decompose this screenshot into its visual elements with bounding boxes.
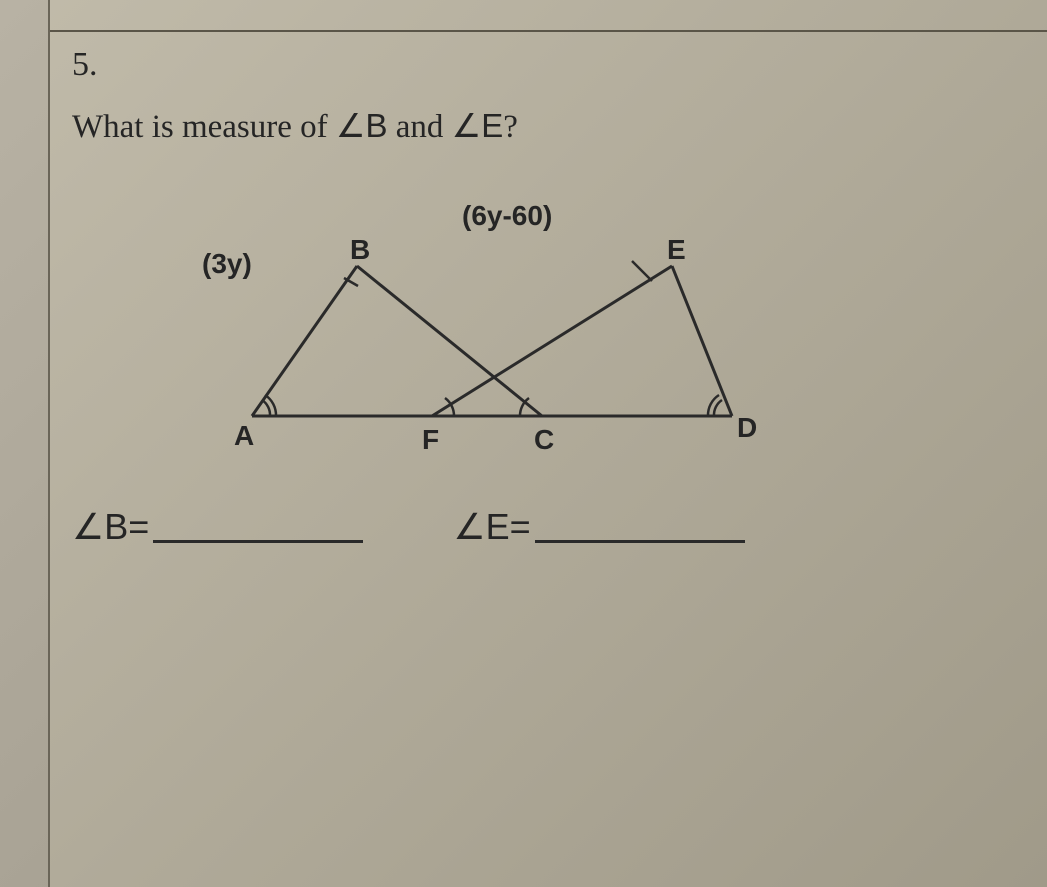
point-b-label: B xyxy=(350,234,370,266)
answer-b-blank[interactable] xyxy=(153,539,363,543)
answer-row: ∠B= ∠E= xyxy=(72,506,1027,548)
question-mid: and xyxy=(388,109,452,145)
point-f-label: F xyxy=(422,424,439,456)
answer-e-label: ∠E= xyxy=(453,506,530,548)
point-d-label: D xyxy=(737,412,757,444)
geometry-diagram: (3y) (6y-60) xyxy=(142,186,842,446)
answer-e: ∠E= xyxy=(453,506,744,548)
answer-e-blank[interactable] xyxy=(535,539,745,543)
question-suffix: ? xyxy=(503,109,518,145)
answer-b: ∠B= xyxy=(72,506,363,548)
point-a-label: A xyxy=(234,420,254,452)
question-prefix: What is measure of xyxy=(72,109,336,145)
angle-e-ref: ∠E xyxy=(452,107,504,144)
point-e-label: E xyxy=(667,234,686,266)
question-text: What is measure of ∠B and ∠E? xyxy=(72,106,1027,146)
answer-b-label: ∠B= xyxy=(72,506,149,548)
angle-b-ref: ∠B xyxy=(336,107,388,144)
problem-number: 5. xyxy=(72,46,1027,84)
point-c-label: C xyxy=(534,424,554,456)
triangle-figure xyxy=(142,186,842,446)
